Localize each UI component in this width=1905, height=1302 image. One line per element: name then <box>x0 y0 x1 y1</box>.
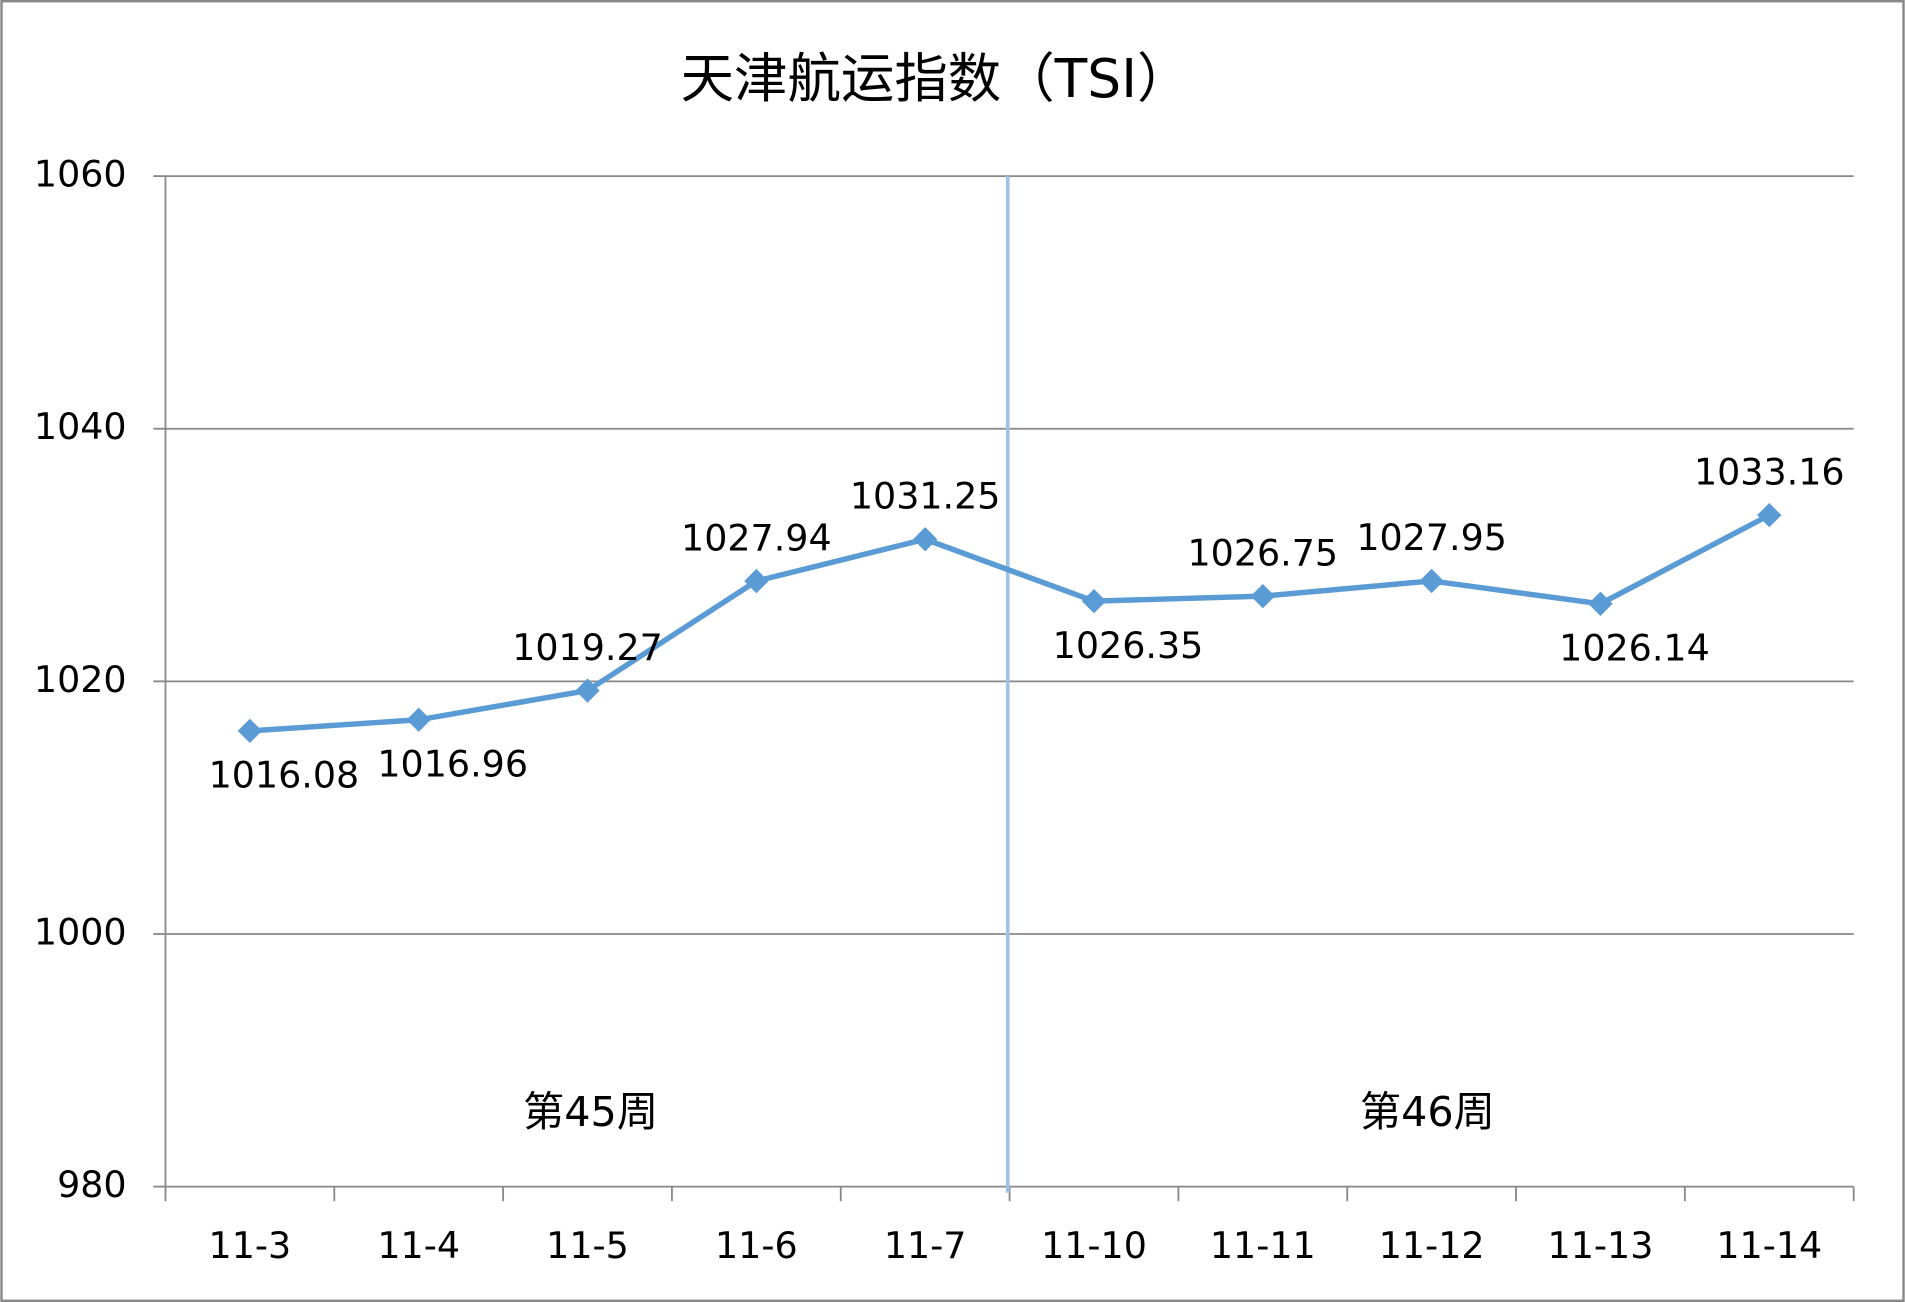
data-label: 1026.14 <box>1559 626 1710 669</box>
data-label: 1031.25 <box>850 474 1001 517</box>
data-label: 1026.35 <box>1053 624 1204 667</box>
y-tick-label: 1060 <box>34 153 127 196</box>
data-label: 1019.27 <box>512 626 663 669</box>
data-label: 1027.95 <box>1356 516 1507 559</box>
marker <box>406 707 431 732</box>
x-tick-label: 11-11 <box>1210 1224 1316 1267</box>
data-label: 1016.96 <box>377 742 528 785</box>
x-tick-label: 11-6 <box>715 1224 798 1267</box>
y-tick-label: 1020 <box>34 658 127 701</box>
marker <box>1081 589 1107 614</box>
y-tick-label: 1000 <box>34 910 127 953</box>
x-tick-label: 11-3 <box>209 1224 292 1267</box>
y-tick-label: 980 <box>57 1163 127 1206</box>
x-tick-label: 11-4 <box>377 1224 460 1267</box>
annotation: 第46周 <box>1360 1088 1495 1136</box>
data-label: 1016.08 <box>209 754 360 797</box>
x-tick-label: 11-14 <box>1716 1224 1822 1267</box>
x-tick-label: 11-10 <box>1041 1224 1147 1267</box>
marker <box>1250 583 1275 609</box>
x-tick-label: 11-5 <box>546 1224 629 1267</box>
annotation: 第45周 <box>523 1088 658 1136</box>
marker <box>575 678 600 703</box>
x-tick-label: 11-12 <box>1379 1224 1485 1267</box>
y-tick-label: 1040 <box>34 405 127 448</box>
line <box>249 512 1771 734</box>
data-label: 1033.16 <box>1694 450 1845 493</box>
marker <box>1588 591 1613 616</box>
chart-title: 天津航运指数（TSI） <box>681 47 1191 110</box>
data-label: 1026.75 <box>1188 531 1339 574</box>
x-tick-label: 11-7 <box>884 1224 967 1267</box>
data-label: 1027.94 <box>681 516 832 559</box>
marker <box>1419 568 1444 594</box>
x-tick-label: 11-13 <box>1548 1224 1654 1267</box>
